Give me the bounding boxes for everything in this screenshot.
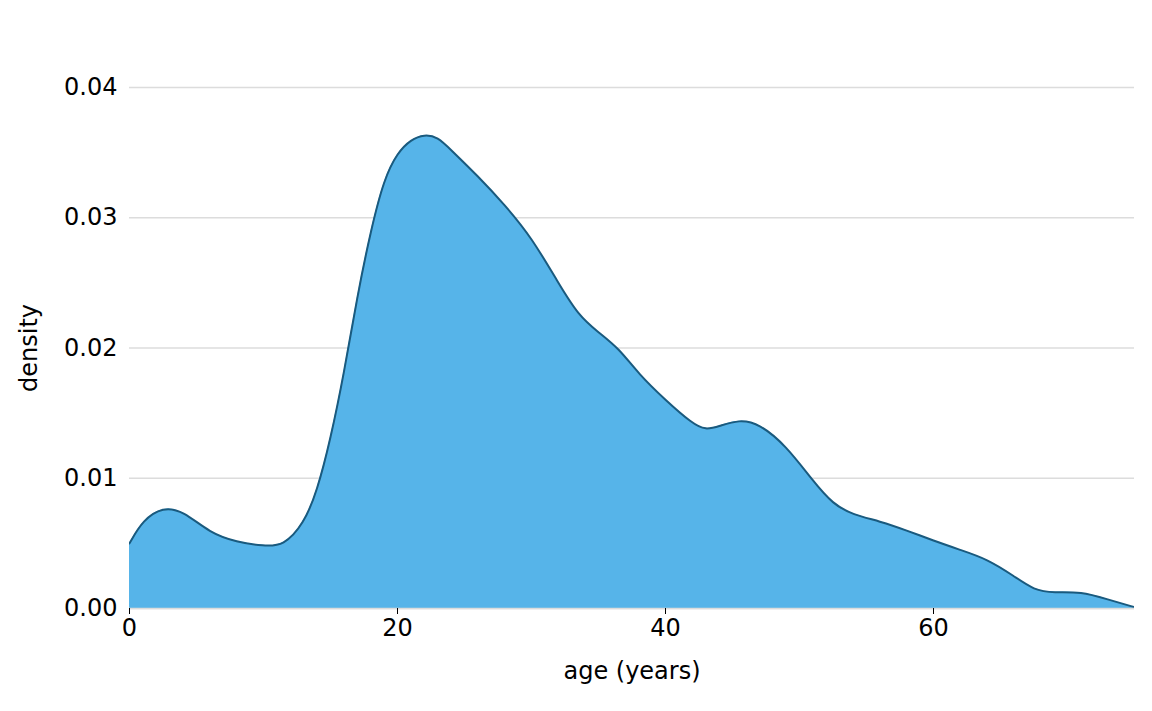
- svg-text:40: 40: [650, 614, 681, 642]
- svg-text:60: 60: [918, 614, 949, 642]
- svg-text:age (years): age (years): [563, 657, 700, 685]
- svg-text:0.04: 0.04: [64, 73, 117, 101]
- svg-text:20: 20: [382, 614, 413, 642]
- svg-text:0.02: 0.02: [64, 334, 117, 362]
- svg-text:0.01: 0.01: [64, 464, 117, 492]
- svg-text:0.03: 0.03: [64, 203, 117, 231]
- svg-text:0.00: 0.00: [64, 594, 117, 622]
- svg-text:0: 0: [122, 614, 137, 642]
- svg-text:density: density: [15, 304, 43, 392]
